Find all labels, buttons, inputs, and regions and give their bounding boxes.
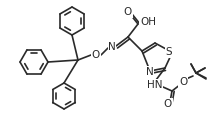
Text: O: O [164,99,172,109]
Text: O: O [179,77,187,87]
Text: HN: HN [147,80,163,90]
Text: O: O [92,50,100,60]
Text: N: N [146,67,154,77]
Text: S: S [166,47,172,57]
Text: N: N [108,42,116,52]
Text: OH: OH [140,17,156,27]
Text: O: O [124,7,132,17]
